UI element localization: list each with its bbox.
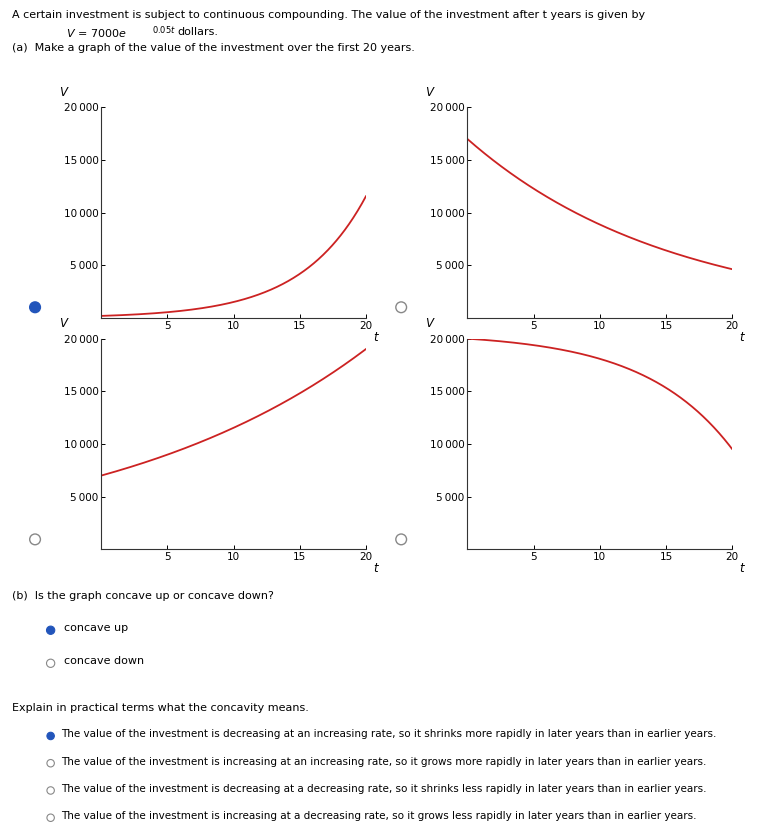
Text: dollars.: dollars. bbox=[178, 27, 219, 37]
Y-axis label: $V$: $V$ bbox=[425, 317, 435, 330]
Text: The value of the investment is decreasing at a decreasing rate, so it shrinks le: The value of the investment is decreasin… bbox=[61, 784, 707, 794]
Text: concave down: concave down bbox=[64, 656, 144, 666]
Text: The value of the investment is increasing at a decreasing rate, so it grows less: The value of the investment is increasin… bbox=[61, 811, 696, 821]
Text: (b)  Is the graph concave up or concave down?: (b) Is the graph concave up or concave d… bbox=[12, 591, 273, 601]
X-axis label: $t$: $t$ bbox=[739, 330, 746, 344]
Text: concave up: concave up bbox=[64, 623, 128, 633]
X-axis label: $t$: $t$ bbox=[373, 562, 380, 575]
Y-axis label: $V$: $V$ bbox=[59, 317, 69, 330]
Text: Explain in practical terms what the concavity means.: Explain in practical terms what the conc… bbox=[12, 703, 308, 713]
X-axis label: $t$: $t$ bbox=[739, 562, 746, 575]
X-axis label: $t$: $t$ bbox=[373, 330, 380, 344]
Text: (a)  Make a graph of the value of the investment over the first 20 years.: (a) Make a graph of the value of the inv… bbox=[12, 43, 414, 53]
Text: A certain investment is subject to continuous compounding. The value of the inve: A certain investment is subject to conti… bbox=[12, 10, 645, 20]
Text: $V$ = 7000$e$: $V$ = 7000$e$ bbox=[66, 27, 127, 40]
Y-axis label: $V$: $V$ bbox=[59, 86, 69, 99]
Text: The value of the investment is decreasing at an increasing rate, so it shrinks m: The value of the investment is decreasin… bbox=[61, 729, 716, 739]
Y-axis label: $V$: $V$ bbox=[425, 86, 435, 99]
Text: The value of the investment is increasing at an increasing rate, so it grows mor: The value of the investment is increasin… bbox=[61, 757, 706, 767]
Text: 0.05$t$: 0.05$t$ bbox=[152, 24, 176, 35]
